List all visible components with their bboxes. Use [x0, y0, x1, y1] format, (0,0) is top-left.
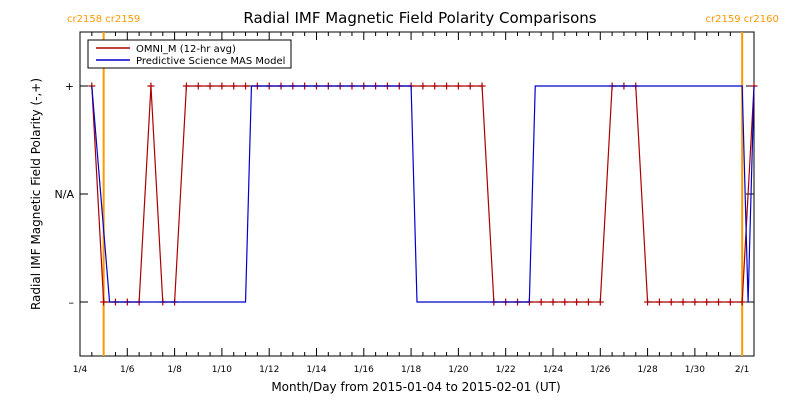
data-point — [147, 82, 155, 90]
x-tick-label: 1/4 — [73, 365, 88, 375]
data-point — [655, 298, 663, 306]
data-point — [691, 298, 699, 306]
x-tick-label: 1/10 — [212, 365, 232, 375]
x-tick-label: 1/14 — [306, 365, 326, 375]
data-point — [419, 82, 427, 90]
data-point — [549, 298, 557, 306]
data-point — [242, 82, 250, 90]
data-point — [726, 298, 734, 306]
legend-label-omni: OMNI_M (12-hr avg) — [136, 44, 236, 55]
data-point — [703, 298, 711, 306]
x-tick-label: 1/24 — [543, 365, 563, 375]
x-tick-label: 1/26 — [590, 365, 610, 375]
data-point — [194, 82, 202, 90]
x-tick-label: 2/1 — [735, 365, 749, 375]
data-point — [667, 298, 675, 306]
x-axis: 1/4 1/6 1/8 1/10 1/12 1/14 1/16 1/18 1/20 1/22 1/2… — [73, 32, 755, 375]
x-tick-label: 1/18 — [401, 365, 421, 375]
data-point — [466, 82, 474, 90]
x-tick-label: 1/6 — [120, 365, 135, 375]
x-tick-label: 1/30 — [685, 365, 705, 375]
data-point — [454, 82, 462, 90]
x-tick-label: 1/20 — [448, 365, 468, 375]
y-axis: + N/A – — [55, 80, 754, 309]
x-tick-label: 1/8 — [167, 365, 182, 375]
chart-title: Radial IMF Magnetic Field Polarity Compa… — [243, 9, 596, 27]
data-point — [573, 298, 581, 306]
data-point — [443, 82, 451, 90]
data-point — [431, 82, 439, 90]
data-point — [584, 298, 592, 306]
y-tick-label: N/A — [55, 188, 75, 201]
data-point — [738, 298, 746, 306]
data-point — [561, 298, 569, 306]
data-point — [537, 298, 545, 306]
carrington-label: cr2158 cr2159 — [67, 14, 140, 25]
y-axis-label: Radial IMF Magnetic Field Polarity (-,+) — [29, 78, 43, 310]
data-point — [715, 298, 723, 306]
x-tick-label: 1/28 — [637, 365, 657, 375]
data-point — [100, 298, 108, 306]
data-point — [218, 82, 226, 90]
data-point — [206, 82, 214, 90]
data-point — [596, 298, 604, 306]
series-layer — [88, 82, 758, 306]
data-point — [478, 82, 486, 90]
data-point — [644, 298, 652, 306]
x-tick-label: 1/12 — [259, 365, 279, 375]
y-tick-label: – — [69, 296, 75, 309]
data-point — [679, 298, 687, 306]
data-point — [182, 82, 190, 90]
legend: OMNI_M (12-hr avg) Predictive Science MA… — [87, 39, 292, 69]
y-tick-label: + — [65, 80, 74, 93]
legend-label-mas: Predictive Science MAS Model — [136, 56, 285, 67]
x-tick-label: 1/22 — [496, 365, 516, 375]
series-line-mas — [91, 85, 755, 303]
x-tick-label: 1/16 — [354, 365, 374, 375]
data-point — [230, 82, 238, 90]
legend-box — [87, 39, 292, 69]
carrington-label: cr2159 cr2160 — [706, 14, 779, 25]
x-axis-label: Month/Day from 2015-01-04 to 2015-02-01 … — [271, 380, 560, 394]
